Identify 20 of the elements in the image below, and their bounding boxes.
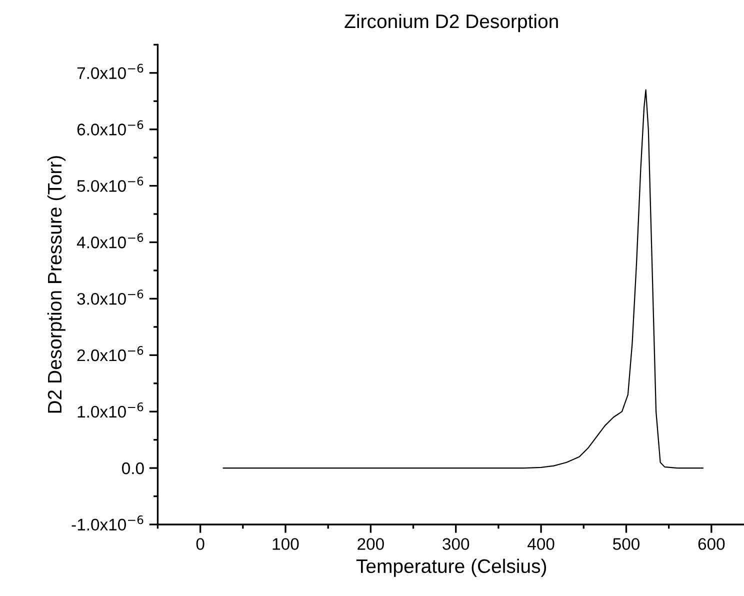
- chart-title: Zirconium D2 Desorption: [344, 14, 558, 32]
- x-tick-label: 100: [272, 538, 299, 550]
- y-tick-label: 4.0x10$^{−6}$: [76, 233, 144, 248]
- line-series: [222, 89, 704, 469]
- y-tick-label: 6.0x10$^{−6}$: [77, 120, 144, 136]
- y-tick-label: 2.0x10$^{−6}$: [77, 346, 144, 362]
- x-tick-label: 500: [612, 538, 640, 550]
- y-tick-label: 0.0: [122, 462, 144, 474]
- x-tick-label: 400: [528, 538, 554, 550]
- x-tick-label: 200: [358, 538, 384, 550]
- x-tick-label: 600: [698, 538, 725, 550]
- y-axis-title: D2 Desorption Pressure (Torr): [47, 156, 66, 413]
- x-tick-label: 0: [196, 538, 204, 550]
- x-axis-title: Temperature (Celsius): [356, 558, 546, 577]
- y-tick-label: 7.0x10$^{−6}$: [77, 64, 144, 79]
- y-tick-label: -1.0x10$^{−6}$: [72, 515, 144, 531]
- x-tick-label: 300: [442, 538, 470, 550]
- y-tick-label: 5.0x10$^{−6}$: [77, 176, 144, 192]
- y-tick-label: 3.0x10$^{−6}$: [77, 290, 144, 305]
- y-tick-label: 1.0x10$^{−6}$: [78, 402, 144, 418]
